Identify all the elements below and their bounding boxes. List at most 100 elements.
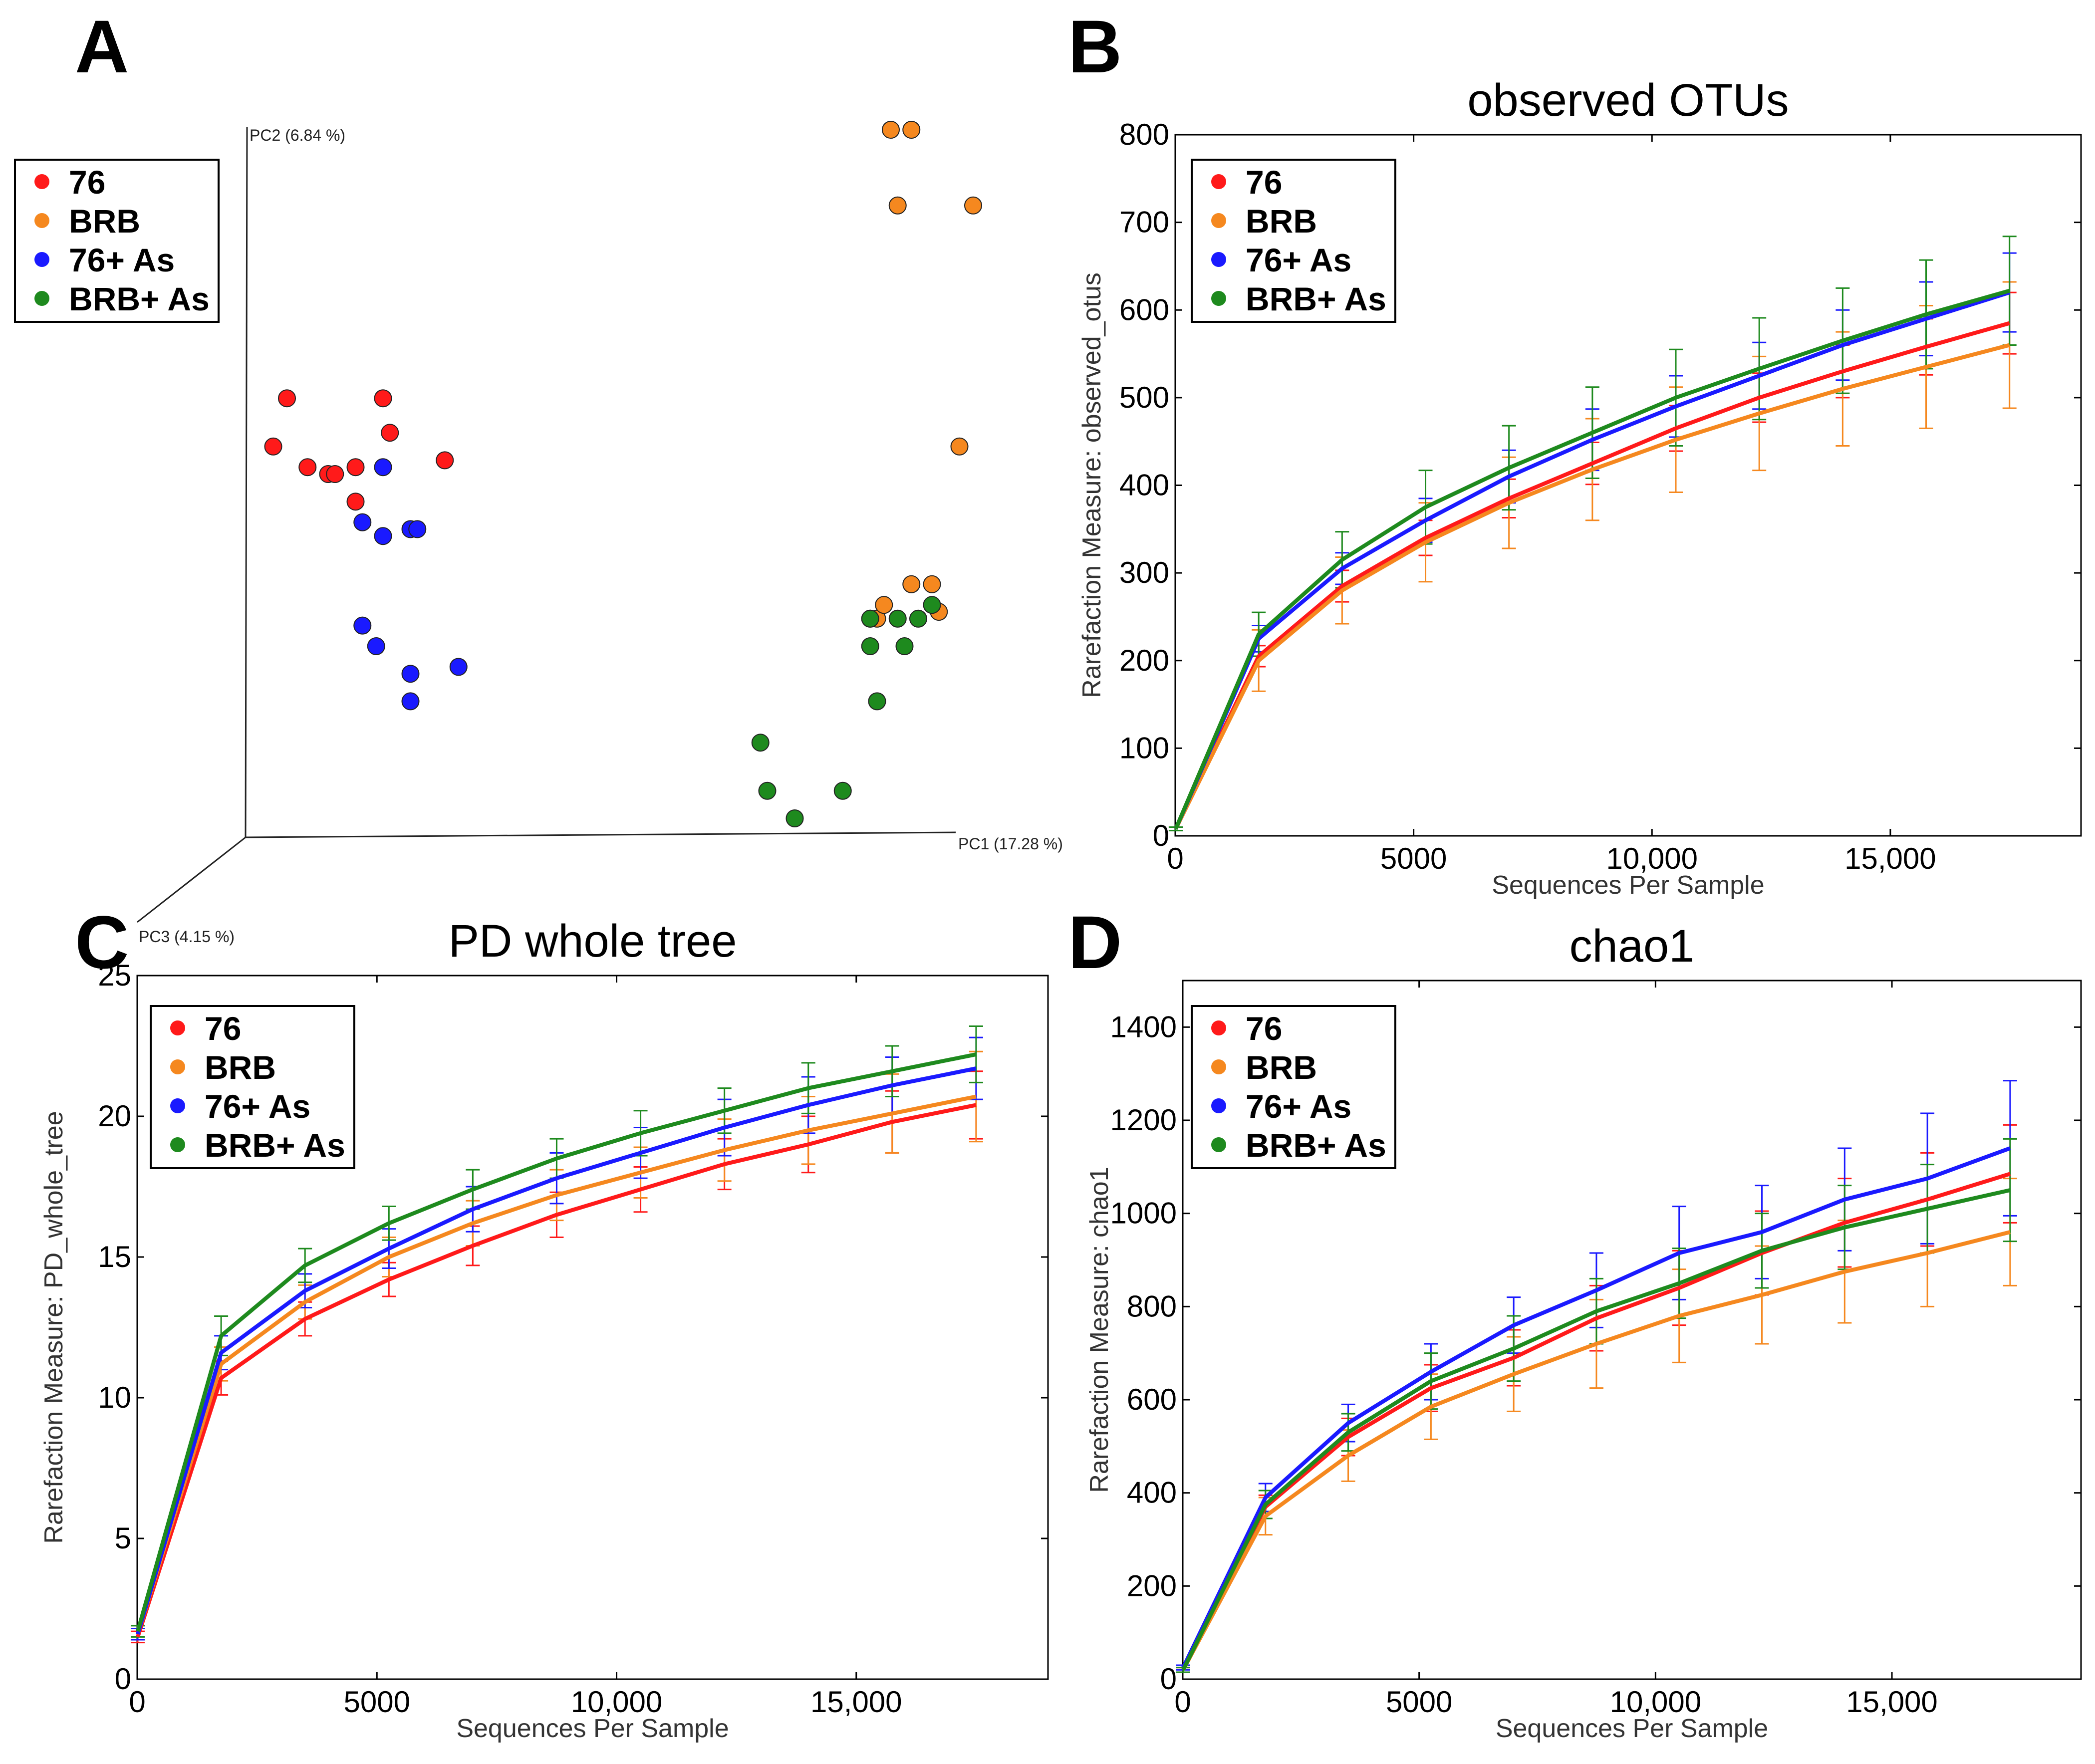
legend-label-76-as: 76+ As — [1246, 1088, 1351, 1125]
series-line-d-76 — [1181, 1172, 2011, 1671]
legend-marker-76-as — [34, 252, 49, 267]
legend-box-a — [14, 159, 220, 323]
x-tick-label-b-0: 0 — [1167, 842, 1183, 875]
panel-d-chao1: D chao1 0 200 400 600 800 1000 1200 1400 0 5000 10,… — [1068, 900, 2082, 1743]
pc2-axis — [245, 127, 248, 838]
panel-c-pd-whole-tree: C PD whole tree 0 5 10 15 20 25 0 5000 10,000 15,0… — [39, 900, 1049, 1743]
y-axis-label-d: Rarefaction Measure: chao1 — [1085, 1167, 1114, 1493]
panel-letter-c: C — [75, 900, 129, 984]
y-tick-label-b-2: 200 — [1119, 644, 1169, 677]
legend-label-brb-as: BRB+ As — [205, 1127, 345, 1164]
point-brb-as-2 — [909, 609, 927, 628]
x-axis-label-b: Sequences Per Sample — [1492, 871, 1764, 900]
x-tick-label-b-1: 5000 — [1380, 842, 1447, 875]
legend-marker-76-as — [1211, 1098, 1226, 1113]
y-tick-label-c-2: 10 — [98, 1381, 131, 1414]
y-tick-label-b-8: 800 — [1119, 118, 1169, 151]
legend-marker-brb — [170, 1059, 185, 1074]
plot-title-b: observed OTUs — [1467, 75, 1789, 126]
point-76-2 — [298, 458, 317, 477]
series-line-b-76-as — [1174, 290, 2010, 830]
y-tick-label-d-5: 1000 — [1110, 1197, 1177, 1230]
point-brb-1 — [902, 121, 921, 139]
point-76-8 — [381, 424, 399, 442]
y-tick-label-d-6: 1200 — [1110, 1103, 1177, 1137]
point-76-0 — [264, 437, 282, 456]
panel-letter-d: D — [1068, 900, 1122, 984]
point-brb-as-9 — [833, 781, 852, 800]
legend-label-brb: BRB — [205, 1049, 276, 1086]
legend-label-76-as: 76+ As — [1246, 242, 1351, 278]
x-tick-label-d-3: 15,000 — [1846, 1685, 1938, 1719]
pc1-label: PC1 (17.28 %) — [958, 835, 1063, 853]
legend-label-76: 76 — [205, 1010, 241, 1047]
point-76-as-1 — [374, 458, 392, 477]
y-tick-label-d-1: 200 — [1127, 1569, 1177, 1602]
legend-marker-76-as — [1211, 252, 1226, 267]
panel-b-observed-otus: B observed OTUs 0 100 200 300 400 500 600 700 800… — [1068, 4, 2082, 900]
scatter-points — [264, 121, 982, 827]
y-tick-label-c-1: 5 — [115, 1521, 131, 1555]
point-76-as-2 — [374, 527, 392, 545]
point-76-5 — [346, 458, 365, 477]
pc3-axis — [137, 836, 246, 923]
x-tick-label-b-3: 15,000 — [1844, 842, 1936, 875]
x-tick-label-c-3: 15,000 — [810, 1685, 902, 1719]
x-tick-label-c-0: 0 — [129, 1685, 145, 1719]
legend-marker-brb-as — [170, 1137, 185, 1152]
point-brb-0 — [882, 121, 900, 139]
legend-marker-76 — [170, 1020, 185, 1035]
y-axis-label-c: Rarefaction Measure: PD_whole_tree — [39, 1111, 68, 1543]
point-brb-10 — [875, 596, 893, 614]
series-line-d-brb-as — [1181, 1188, 2011, 1671]
y-tick-label-d-0: 0 — [1160, 1662, 1177, 1696]
series-line-d-76-as — [1181, 1146, 2011, 1669]
point-brb-as-5 — [868, 692, 886, 711]
legend-marker-brb-as — [34, 291, 49, 306]
point-76-as-9 — [401, 692, 420, 711]
plot-d: chao1 0 200 400 600 800 1000 1200 1400 0 5000 10,00… — [1085, 921, 2082, 1743]
x-axis-label-c: Sequences Per Sample — [456, 1714, 729, 1743]
point-76-as-5 — [353, 616, 372, 635]
legend-marker-76-as — [170, 1098, 185, 1113]
point-brb-as-3 — [861, 637, 879, 655]
point-76-as-4 — [408, 520, 427, 538]
plot-b: observed OTUs 0 100 200 300 400 500 600 700 800 0 5… — [1077, 75, 2082, 900]
legend-marker-brb — [1211, 213, 1226, 228]
series-line-b-76 — [1174, 321, 2010, 830]
legend-label-76: 76 — [1246, 1010, 1282, 1047]
x-tick-label-c-1: 5000 — [344, 1685, 410, 1719]
x-tick-label-b-2: 10,000 — [1606, 842, 1698, 875]
y-tick-label-b-3: 300 — [1119, 556, 1169, 589]
point-brb-as-7 — [758, 781, 777, 800]
legend-box-d — [1191, 1005, 1396, 1169]
series-line-c-76 — [136, 1103, 977, 1638]
point-brb-4 — [950, 437, 969, 456]
point-76-4 — [326, 465, 344, 483]
legend-label-brb: BRB — [1246, 203, 1317, 240]
legend-marker-brb — [1211, 1059, 1226, 1074]
pc2-label: PC2 (6.84 %) — [250, 126, 345, 144]
y-tick-label-d-3: 600 — [1127, 1383, 1177, 1416]
point-76-1 — [278, 389, 296, 408]
legend-marker-brb — [34, 213, 49, 228]
series-line-b-brb — [1174, 343, 2010, 830]
legend-marker-brb-as — [1211, 291, 1226, 306]
series-line-b-brb-as — [1174, 288, 2010, 830]
y-tick-label-d-2: 400 — [1127, 1476, 1177, 1510]
plot-title-d: chao1 — [1570, 921, 1695, 972]
legend-label-brb: BRB — [69, 203, 140, 240]
point-brb-as-8 — [786, 809, 804, 827]
point-brb-2 — [888, 196, 907, 215]
legend-label-brb: BRB — [1246, 1049, 1317, 1086]
point-76-as-6 — [367, 637, 385, 655]
point-brb-as-10 — [923, 596, 941, 614]
point-brb-5 — [902, 575, 921, 593]
point-76-as-8 — [449, 658, 468, 676]
y-tick-label-c-0: 0 — [115, 1662, 131, 1696]
y-tick-label-c-4: 20 — [98, 1099, 131, 1133]
